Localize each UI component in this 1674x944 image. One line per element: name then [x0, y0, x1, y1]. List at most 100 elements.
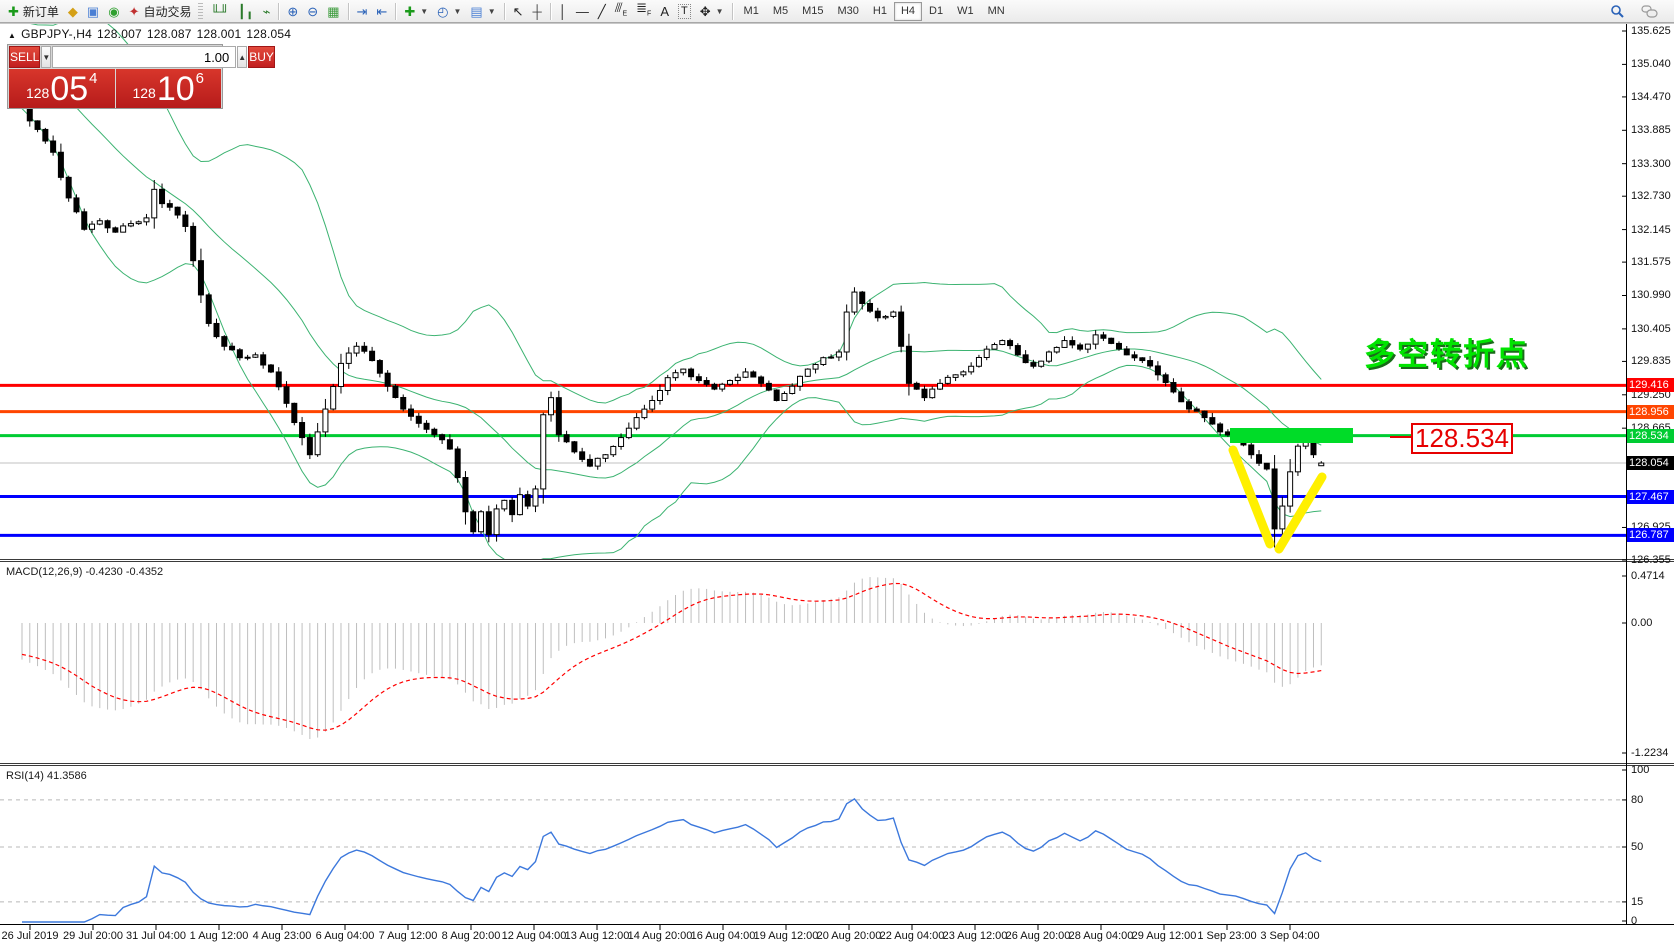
new-order-icon: ✚	[8, 3, 19, 19]
new-order-button[interactable]: ✚ 新订单	[4, 1, 63, 21]
arrows-icon: ✥	[699, 3, 711, 19]
cursor-button[interactable]: ↖	[509, 1, 528, 21]
indicators-button[interactable]: ✚ ▼	[400, 1, 432, 21]
crosshair-button[interactable]: ┼	[529, 1, 546, 21]
toolbar-grip	[198, 3, 204, 19]
current-price-badge: 128.054	[1627, 456, 1674, 471]
market-button[interactable]: ◆	[64, 1, 82, 21]
auto-scroll-button[interactable]: ⇥	[353, 1, 372, 21]
templates-button[interactable]: ▤ ▼	[466, 1, 499, 21]
tile-windows-icon: ▦	[327, 3, 340, 19]
time-axis-label: 16 Aug 04:00	[690, 930, 756, 942]
macd-value-1: -0.4230	[85, 566, 123, 578]
rsi-value: 41.3586	[46, 770, 87, 782]
price-axis-tick: 130.405	[1631, 322, 1671, 335]
zoom-out-button[interactable]: ⊖	[303, 1, 322, 21]
price-axis-tick: 131.575	[1631, 256, 1671, 269]
volume-input[interactable]	[52, 46, 237, 68]
text-button[interactable]: A	[656, 1, 673, 21]
time-axis-label: 1 Aug 12:00	[189, 930, 249, 942]
autotrading-label: 自动交易	[143, 4, 192, 19]
time-axis-label: 29 Jul 20:00	[63, 930, 123, 942]
autotrading-icon: ✦	[128, 3, 140, 19]
chart-shift-icon: ⇤	[376, 3, 388, 19]
price-axis-tick: 133.885	[1631, 124, 1671, 137]
tile-windows-button[interactable]: ▦	[323, 1, 343, 21]
buy-price[interactable]: 128 10 6	[115, 69, 221, 108]
signals-button[interactable]: ◉	[104, 1, 123, 21]
timeframe-w1[interactable]: W1	[957, 5, 974, 17]
price-label-annotation[interactable]: 128.534	[1411, 423, 1513, 454]
timeframe-h1[interactable]: H1	[872, 5, 887, 17]
rsi-label: RSI(14) 41.3586	[6, 770, 87, 782]
label-icon: T	[677, 3, 691, 19]
channel-button[interactable]: ⫻E	[611, 1, 631, 21]
timeframe-mn[interactable]: MN	[987, 5, 1005, 17]
v-shape-right	[1274, 472, 1327, 554]
trendline-icon: ╱	[597, 3, 606, 19]
new-order-label: 新订单	[22, 4, 59, 19]
collapse-arrow-icon[interactable]: ▲	[8, 31, 17, 40]
sell-price-sup: 4	[89, 70, 98, 87]
line-chart-button[interactable]: ⌁	[259, 1, 275, 21]
vertical-line-icon: │	[558, 3, 567, 19]
timeframe-d1[interactable]: D1	[929, 5, 944, 17]
profile-button[interactable]: ▣	[83, 1, 103, 21]
buy-price-sup: 6	[195, 70, 205, 87]
timeframe-m5[interactable]: M5	[772, 5, 789, 17]
sell-price[interactable]: 128 05 4	[9, 69, 115, 108]
time-axis-label: 12 Aug 04:00	[501, 930, 567, 942]
price-axis-tick: 132.145	[1631, 223, 1671, 236]
volume-increase-button[interactable]: ▲	[237, 46, 248, 68]
time-axis-label: 3 Sep 04:00	[1260, 930, 1320, 942]
price-axis-tick: 132.730	[1631, 190, 1671, 203]
vertical-line-button[interactable]: │	[555, 1, 571, 21]
rsi-axis-tick: 15	[1631, 895, 1644, 908]
chevron-down-icon: ▼	[715, 6, 724, 16]
time-axis-label: 1 Sep 23:00	[1197, 930, 1257, 942]
sell-button[interactable]: SELL	[9, 46, 41, 68]
candlestick-button[interactable]: ┃╻	[234, 1, 258, 21]
time-axis-label: 19 Aug 12:00	[753, 930, 819, 942]
autotrading-button[interactable]: ✦ 自动交易	[125, 1, 196, 21]
line-chart-icon: ⌁	[262, 3, 271, 19]
bar-chart-button[interactable]: ╙╜	[206, 1, 232, 21]
arrows-button[interactable]: ✥ ▼	[696, 1, 728, 21]
low-value: 128.001	[196, 27, 242, 41]
volume-decrease-button[interactable]: ▼	[41, 46, 52, 68]
timeframe-h4[interactable]: H4	[893, 1, 923, 21]
time-axis-label: 7 Aug 12:00	[378, 930, 438, 942]
channel-icon: ⫻E	[614, 0, 628, 18]
periods-button[interactable]: ◴ ▼	[433, 1, 465, 21]
bar-chart-icon: ╙╜	[210, 3, 229, 19]
fibonacci-button[interactable]: ≣F	[632, 1, 655, 21]
v-shape-left	[1228, 445, 1275, 549]
trendline-button[interactable]: ╱	[594, 1, 610, 21]
timeframe-m30[interactable]: M30	[837, 5, 859, 17]
price-axis-tick: 135.040	[1631, 58, 1671, 71]
price-axis-tick: 130.990	[1631, 289, 1671, 302]
zoom-in-button[interactable]: ⊕	[283, 1, 302, 21]
timeframe-m15[interactable]: M15	[802, 5, 824, 17]
chart-shift-button[interactable]: ⇤	[372, 1, 391, 21]
symbol-period: GBPJPY-,H4	[21, 27, 93, 41]
indicators-icon: ✚	[404, 3, 416, 19]
time-axis-label: 26 Aug 20:00	[1005, 930, 1071, 942]
crosshair-icon: ┼	[532, 3, 542, 19]
timeframe-m1[interactable]: M1	[743, 5, 759, 17]
rsi-axis-tick: 100	[1631, 764, 1650, 776]
price-level-badge: 128.956	[1627, 404, 1674, 419]
sell-price-main: 128	[25, 85, 50, 101]
label-button[interactable]: T	[674, 1, 695, 21]
horizontal-line-button[interactable]: —	[572, 1, 593, 21]
time-axis-label: 4 Aug 23:00	[252, 930, 312, 942]
time-axis-label: 31 Jul 04:00	[126, 930, 186, 942]
search-button[interactable]	[1606, 1, 1629, 21]
price-level-badge: 128.534	[1627, 428, 1674, 443]
turning-point-annotation[interactable]: 多空转折点	[1364, 337, 1529, 372]
buy-button[interactable]: BUY	[248, 46, 275, 68]
chat-button[interactable]	[1637, 1, 1662, 21]
